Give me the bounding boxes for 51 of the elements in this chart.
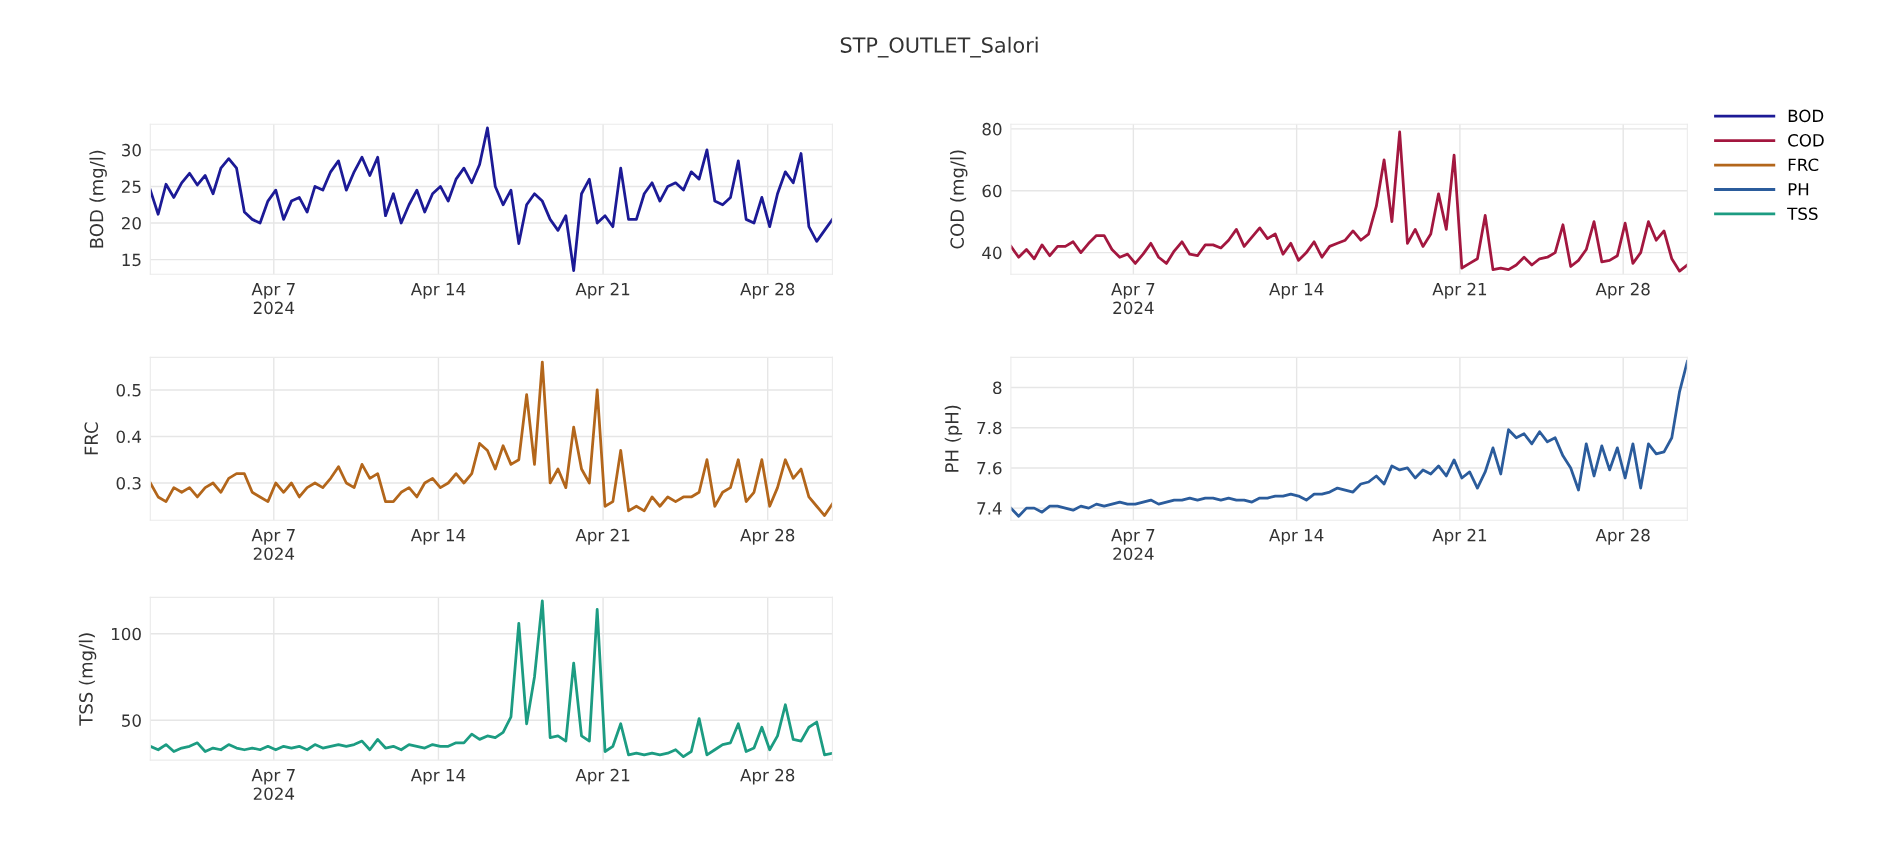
x-tick-label: Apr 28 bbox=[1595, 528, 1650, 545]
y-tick-label: 0.3 bbox=[116, 476, 141, 490]
x-tick-label: Apr 14 bbox=[1269, 283, 1324, 299]
y-tick-label: 100 bbox=[112, 627, 141, 641]
line-series bbox=[150, 126, 833, 272]
legend-label: PH bbox=[1788, 183, 1809, 196]
y-axis-title: FRC bbox=[84, 422, 99, 455]
x-tick-label: Apr 21 bbox=[1432, 282, 1487, 299]
y-tick-label: 50 bbox=[122, 714, 141, 727]
y-tick-label: 0.5 bbox=[116, 383, 141, 397]
y-tick-label: 7.8 bbox=[977, 421, 1002, 435]
line-series bbox=[1010, 360, 1688, 518]
legend-label: FRC bbox=[1788, 158, 1819, 172]
legend-label: TSS bbox=[1787, 207, 1818, 221]
x-tick-label: Apr 7 2024 bbox=[251, 283, 295, 315]
y-tick-label: 8 bbox=[993, 381, 1002, 395]
y-tick-label: 80 bbox=[982, 122, 1002, 136]
y-tick-label: 40 bbox=[982, 246, 1002, 260]
x-tick-label: Apr 28 bbox=[740, 282, 795, 299]
y-axis-title: BOD (mg/l) bbox=[89, 150, 107, 248]
y-axis-title: COD (mg/l) bbox=[950, 150, 968, 249]
x-tick-label: Apr 7 2024 bbox=[251, 529, 295, 561]
x-tick-label: Apr 7 2024 bbox=[251, 769, 295, 801]
x-tick-label: Apr 21 bbox=[1432, 528, 1487, 545]
legend-label: BOD bbox=[1788, 109, 1824, 123]
x-tick-label: Apr 28 bbox=[740, 528, 795, 545]
legend-label: COD bbox=[1788, 134, 1824, 147]
y-tick-label: 30 bbox=[122, 143, 141, 157]
x-tick-label: Apr 21 bbox=[575, 528, 630, 545]
x-tick-label: Apr 14 bbox=[410, 769, 466, 785]
x-tick-label: Apr 14 bbox=[410, 529, 466, 545]
x-tick-label: Apr 7 2024 bbox=[1111, 283, 1155, 315]
y-tick-label: 0.4 bbox=[116, 430, 142, 444]
y-tick-label: 25 bbox=[122, 180, 141, 194]
text: STP_OUTLET_Salori bbox=[840, 36, 1038, 58]
x-tick-label: Apr 7 2024 bbox=[1111, 529, 1155, 561]
line-series bbox=[150, 360, 833, 517]
x-tick-label: Apr 28 bbox=[740, 768, 795, 785]
y-tick-label: 7.6 bbox=[977, 461, 1002, 475]
x-tick-label: Apr 28 bbox=[1595, 282, 1650, 299]
x-tick-label: Apr 21 bbox=[575, 282, 630, 299]
line-series bbox=[150, 599, 833, 759]
y-axis-title: TSS (mg/l) bbox=[78, 633, 97, 726]
y-tick-label: 7.4 bbox=[977, 502, 1002, 515]
y-tick-label: 60 bbox=[982, 184, 1002, 198]
x-tick-label: Apr 21 bbox=[575, 768, 630, 785]
y-tick-label: 15 bbox=[122, 253, 141, 267]
x-tick-label: Apr 14 bbox=[1269, 529, 1324, 545]
x-tick-label: Apr 14 bbox=[410, 283, 466, 299]
y-axis-title: PH (pH) bbox=[944, 405, 963, 472]
y-tick-label: 20 bbox=[122, 216, 141, 230]
